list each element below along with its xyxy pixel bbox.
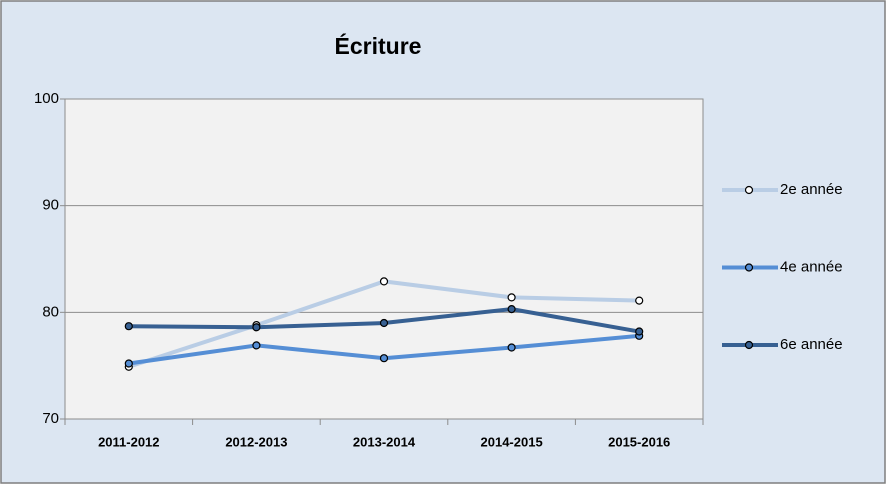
data-point xyxy=(507,293,516,302)
data-point xyxy=(507,343,516,352)
y-tick-label: 80 xyxy=(42,303,59,320)
data-point xyxy=(252,341,261,350)
data-point xyxy=(124,322,133,331)
legend-label: 4e année xyxy=(780,258,843,275)
chart-title: Écriture xyxy=(335,32,422,59)
x-tick-label: 2012-2013 xyxy=(225,434,287,449)
data-point xyxy=(379,277,389,286)
data-point xyxy=(124,359,133,368)
x-tick-label: 2013-2014 xyxy=(353,434,416,449)
data-point xyxy=(635,296,644,305)
x-tick-label: 2015-2016 xyxy=(608,434,670,449)
legend-label: 2e année xyxy=(780,181,843,198)
data-point xyxy=(379,354,389,363)
legend-marker xyxy=(744,263,754,272)
x-tick-label: 2014-2015 xyxy=(481,434,543,449)
y-tick-label: 100 xyxy=(34,90,59,107)
legend-marker xyxy=(744,340,754,350)
y-tick-label: 90 xyxy=(42,197,59,214)
data-point xyxy=(635,327,644,336)
y-tick-label: 70 xyxy=(42,410,59,427)
plot-area xyxy=(64,98,704,420)
x-tick-label: 2011-2012 xyxy=(98,434,159,449)
data-point xyxy=(252,323,261,332)
legend-marker xyxy=(744,185,754,195)
legend-label: 6e année xyxy=(780,336,843,353)
data-point xyxy=(379,318,389,328)
data-point xyxy=(507,305,516,314)
